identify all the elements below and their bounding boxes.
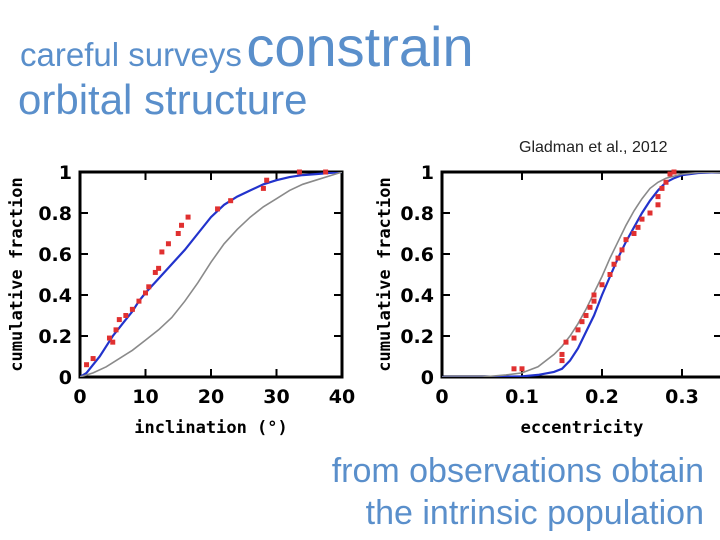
data-point [635,224,641,230]
data-point [136,298,142,304]
gray-model-curve [80,172,342,377]
data-point [663,179,669,185]
y-axis-label: cumulative fraction [375,177,395,371]
y-tick-label: 0.6 [400,244,434,266]
data-point [106,335,112,341]
data-point [215,206,221,212]
footer-line2: the intrinsic population [365,494,704,532]
x-tick-label: 10 [132,386,158,408]
data-point [667,171,673,177]
data-point [185,214,191,220]
x-tick-label: 0.1 [505,386,539,408]
x-axis-label: eccentricity [521,418,644,438]
data-point [165,241,171,247]
data-point [599,282,605,288]
slide-title-line2: orbital structure [18,76,308,123]
data-point [607,272,613,277]
y-axis-label: cumulative fraction [7,177,27,371]
data-point [647,210,653,216]
data-point [146,284,152,290]
data-point [619,247,625,253]
data-point [519,366,525,372]
data-point [623,237,629,243]
x-tick-label: 20 [198,386,224,408]
y-tick-label: 0.4 [38,285,72,307]
y-tick-label: 0.6 [38,244,72,266]
x-tick-label: 0 [435,386,448,408]
eccentricity-cdf-chart: 0 0.2 0.4 0.6 0.8 1 0 0.1 0.2 0.3 eccentricity cumu… [375,162,720,438]
blue-model-curve [442,172,720,377]
y-tick-label: 0.4 [400,285,434,307]
data-point [228,198,234,204]
y-tick-label: 0.8 [38,203,72,225]
data-point [571,335,577,341]
data-point [511,366,517,372]
data-point [143,290,148,296]
plot-frame [440,170,720,379]
data-point [156,265,162,271]
x-tick-label: 30 [263,386,289,408]
data-point [559,358,565,364]
y-tick-label: 0 [59,367,72,389]
data-point [179,222,185,228]
slide-title-line1: careful surveys constrain [20,14,474,79]
data-point [655,194,661,200]
x-axis-label: inclination (°) [134,418,288,438]
title-big-text: constrain [246,15,474,78]
gray-model-curve [442,172,720,377]
data-point [84,362,90,368]
data-point [260,185,266,191]
data-point [587,304,593,310]
data-point [591,298,597,304]
title-small-text: careful surveys [20,36,242,73]
data-point [296,169,302,175]
footer-line1: from observations obtain [331,452,704,490]
data-point [671,169,677,175]
y-tick-label: 0.8 [400,203,434,225]
x-tick-label: 40 [329,386,355,408]
data-point [563,339,569,345]
x-tick-label: 0 [73,386,86,408]
data-point [129,306,135,312]
data-point [575,327,581,333]
data-point [631,231,637,236]
data-point [159,249,165,255]
data-point [579,319,585,325]
data-point [152,269,158,275]
data-point [583,313,589,318]
y-tick-label: 1 [421,162,434,184]
data-point [323,169,329,175]
data-point [113,327,119,333]
y-tick-label: 0 [421,367,434,389]
citation-credit: Gladman et al., 2012 [519,139,668,156]
data-point [559,351,565,357]
x-tick-label: 0.3 [665,386,699,408]
blue-model-curve [80,172,342,377]
data-point [175,231,181,236]
data-point [264,177,270,183]
data-point [611,261,617,267]
data-point [639,216,645,222]
data-point [110,339,116,345]
data-point [90,356,96,362]
x-tick-label: 0.2 [585,386,619,408]
y-tick-label: 1 [59,162,72,184]
data-point [615,255,621,261]
footer-caption: from observations obtain the intrinsic p… [234,450,704,534]
data-point [591,292,597,298]
y-tick-label: 0.2 [400,326,434,348]
data-point [123,313,129,318]
y-tick-label: 0.2 [38,326,72,348]
plot-frame [78,170,344,379]
data-point [116,317,122,323]
data-point [655,202,661,208]
data-point [659,185,665,191]
